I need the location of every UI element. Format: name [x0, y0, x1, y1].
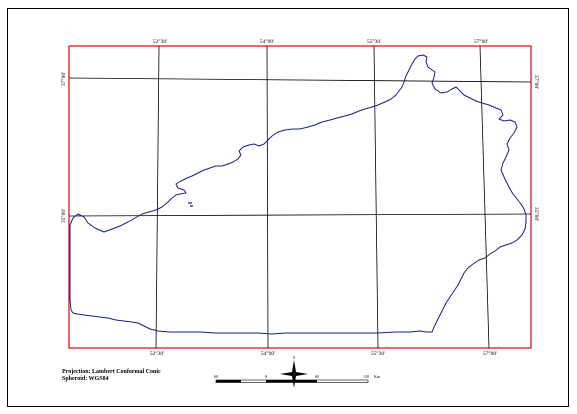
meridian-54-00	[266, 45, 269, 349]
projection-text: Projection: Lambert Conformal Conic	[62, 369, 161, 375]
lat-label-left: 37°00'	[60, 72, 67, 86]
lon-label-bottom: 52°30'	[150, 350, 164, 357]
scale-label: 60	[214, 374, 218, 379]
north-arrow-icon	[280, 356, 308, 388]
islet	[188, 202, 193, 207]
spheroid-text: Spheroid: WGS84	[62, 376, 109, 382]
lon-label-top: 55°30'	[367, 38, 381, 45]
graticule	[68, 45, 532, 349]
lat-label-left: 35°00'	[60, 209, 67, 223]
parallel-37-00	[68, 77, 532, 83]
lon-label-top: 52°30'	[153, 38, 167, 45]
parallel-35-00	[68, 213, 532, 217]
page-frame	[7, 8, 569, 407]
lon-label-bottom: 57°00'	[483, 350, 497, 357]
scale-unit: Km	[374, 374, 381, 379]
scale-label: 0	[265, 374, 267, 379]
meridian-52-30	[155, 45, 160, 349]
lon-label-top: 57°00'	[474, 38, 488, 45]
scale-label: 60	[315, 374, 319, 379]
scale-bar: 60 0 60 120 Km	[214, 374, 381, 383]
province-boundary	[69, 54, 527, 335]
longitude-labels-top: 52°30' 54°00' 55°30' 57°00'	[153, 38, 488, 45]
lat-label-right: 37°00'	[533, 75, 540, 89]
lon-label-bottom: 54°00'	[261, 350, 275, 357]
map-neatline	[68, 45, 532, 349]
meridian-57-00	[479, 45, 490, 349]
lat-label-right: 35°00'	[533, 207, 540, 221]
scale-label: 120	[363, 374, 369, 379]
lon-label-bottom: 55°30'	[371, 350, 385, 357]
longitude-labels-bottom: 52°30' 54°00' 55°30' 57°00'	[150, 350, 497, 357]
lon-label-top: 54°00'	[260, 38, 274, 45]
meridian-55-30	[373, 45, 379, 349]
